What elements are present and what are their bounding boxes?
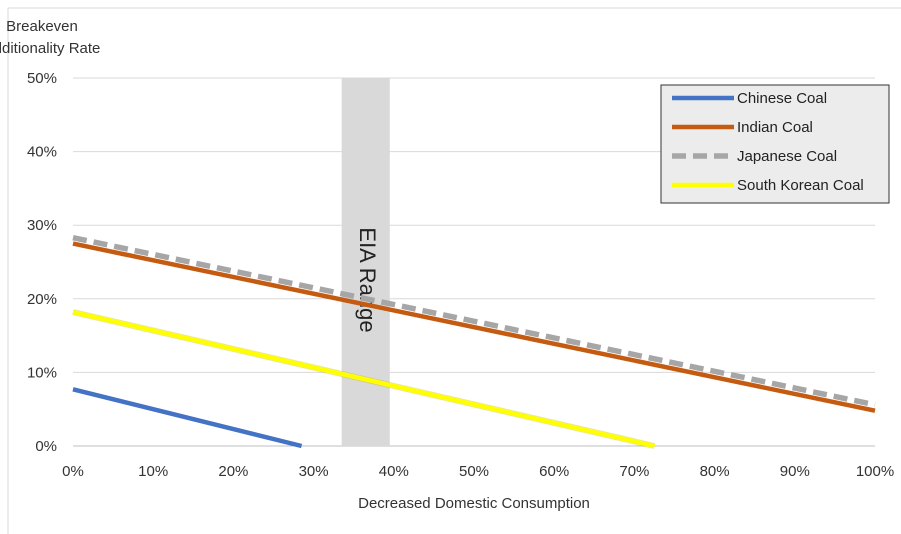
- x-axis-title: Decreased Domestic Consumption: [358, 495, 590, 512]
- series-line-indian-coal: [72, 241, 876, 413]
- gridlines: [73, 77, 875, 447]
- x-tick-label: 100%: [856, 463, 894, 480]
- series-line-south-korean-coal: [72, 309, 655, 449]
- legend-label-japanese-coal: Japanese Coal: [737, 148, 837, 165]
- legend-label-south-korean-coal: South Korean Coal: [737, 177, 864, 194]
- x-tick-label: 0%: [62, 463, 84, 480]
- y-axis-title-line: Breakeven: [6, 18, 78, 35]
- x-tick-label: 50%: [459, 463, 489, 480]
- y-tick-label: 10%: [27, 364, 57, 381]
- y-tick-label: 0%: [35, 438, 57, 455]
- y-tick-label: 50%: [27, 70, 57, 87]
- axes-group: 0% 10% 20% 30% 40% 50% 0% 10% 20% 30% 40% 50% 60% 70%…: [0, 18, 894, 512]
- eia-range-label: EIA Range: [355, 227, 380, 332]
- shaded-band-group: EIA Range: [341, 78, 390, 446]
- y-axis-title-line: Additionality Rate: [0, 40, 100, 57]
- legend-label-chinese-coal: Chinese Coal: [737, 90, 827, 107]
- x-tick-label: 70%: [619, 463, 649, 480]
- x-tick-label: 10%: [138, 463, 168, 480]
- y-axis-title: Breakeven Additionality Rate: [0, 18, 100, 57]
- y-tick-label: 20%: [27, 291, 57, 308]
- x-tick-label: 80%: [700, 463, 730, 480]
- y-tick-label: 40%: [27, 144, 57, 161]
- series-group: [72, 235, 876, 449]
- x-tick-label: 40%: [379, 463, 409, 480]
- x-tick-label: 90%: [780, 463, 810, 480]
- legend-label-indian-coal: Indian Coal: [737, 119, 813, 136]
- x-tick-label: 20%: [218, 463, 248, 480]
- legend: Chinese Coal Indian Coal Japanese Coal Sout…: [660, 84, 890, 204]
- y-tick-label: 30%: [27, 217, 57, 234]
- x-tick-label: 30%: [299, 463, 329, 480]
- series-line-japanese-coal: [72, 235, 876, 408]
- x-tick-label: 60%: [539, 463, 569, 480]
- series-line-chinese-coal: [72, 387, 303, 449]
